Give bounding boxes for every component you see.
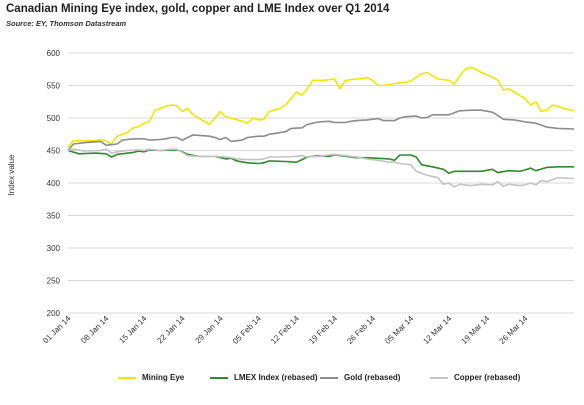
y-tick-label: 300 [47, 244, 61, 253]
legend-swatch [118, 376, 136, 379]
x-axis-ticks: 01 Jan 14 08 Jan 14 15 Jan 14 22 Jan 14 29 J… [41, 314, 530, 346]
legend-label: Copper (rebased) [454, 373, 521, 382]
series-lines [67, 66, 575, 188]
y-tick-label: 450 [47, 147, 61, 156]
chart-source: Source: EY, Thomson Datastream [6, 19, 127, 28]
x-tick-label: 01 Jan 14 [41, 314, 73, 346]
x-tick-label: 05 Mar 14 [383, 314, 415, 346]
x-tick-label: 26 Feb 14 [345, 314, 377, 346]
x-tick-label: 19 Feb 14 [307, 314, 339, 346]
x-tick-label: 05 Feb 14 [231, 314, 263, 346]
y-axis-label: Index value [7, 154, 16, 195]
legend-item: Mining Eye [118, 373, 210, 382]
y-tick-label: 350 [47, 212, 61, 221]
y-tick-label: 200 [47, 309, 61, 318]
y-tick-label: 600 [47, 49, 61, 58]
legend-label: Mining Eye [142, 373, 185, 382]
legend-swatch [320, 376, 338, 379]
series-line-1 [67, 149, 574, 175]
x-tick-label: 29 Jan 14 [194, 314, 226, 346]
gridlines [68, 52, 574, 314]
legend-item: Gold (rebased) [320, 373, 430, 382]
legend-item: Copper (rebased) [430, 373, 540, 382]
y-tick-label: 500 [47, 114, 61, 123]
x-tick-label: 19 Mar 14 [460, 314, 492, 346]
x-tick-label: 08 Jan 14 [79, 314, 111, 346]
y-tick-label: 400 [47, 179, 61, 188]
x-tick-label: 22 Jan 14 [155, 314, 187, 346]
chart-legend: Mining Eye LMEX Index (rebased) Gold (reba… [118, 373, 540, 382]
series-line-2 [67, 109, 575, 152]
x-tick-label: 12 Mar 14 [421, 314, 453, 346]
y-tick-label: 250 [47, 277, 61, 286]
y-axis-ticks: 200 250 300 350 400 450 500 550 600 [47, 49, 61, 318]
y-tick-label: 550 [47, 82, 61, 91]
series-line-3 [67, 148, 575, 188]
legend-swatch [210, 376, 228, 379]
series-line-0 [67, 66, 575, 148]
x-tick-label: 15 Jan 14 [117, 314, 149, 346]
chart-title: Canadian Mining Eye index, gold, copper … [6, 3, 390, 15]
legend-swatch [430, 376, 448, 379]
x-tick-label: 26 Mar 14 [498, 314, 530, 346]
legend-item: LMEX Index (rebased) [210, 373, 320, 382]
legend-label: LMEX Index (rebased) [234, 373, 318, 382]
x-tick-label: 12 Feb 14 [269, 314, 301, 346]
legend-label: Gold (rebased) [344, 373, 401, 382]
